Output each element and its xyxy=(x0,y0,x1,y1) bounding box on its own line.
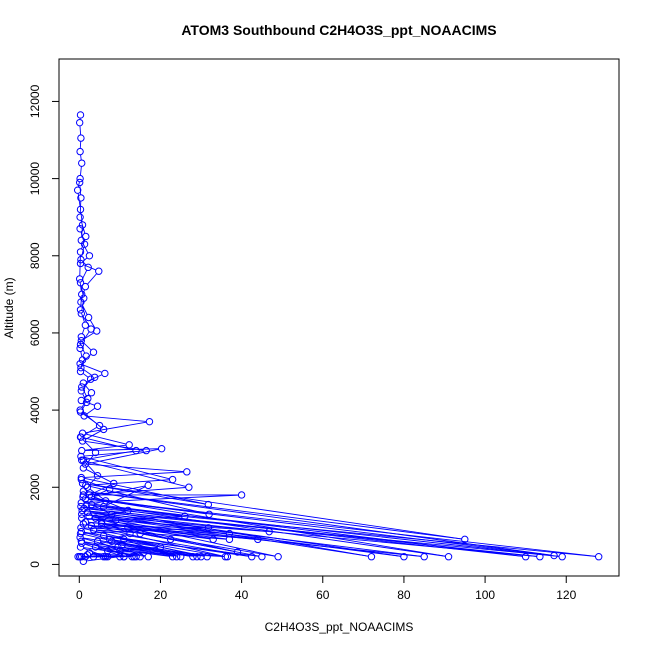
series-segment xyxy=(80,201,81,214)
y-tick-label: 12000 xyxy=(28,84,42,118)
y-tick-label: 10000 xyxy=(28,162,42,196)
x-tick-label: 80 xyxy=(397,588,411,602)
x-tick-label: 40 xyxy=(235,588,249,602)
x-tick-label: 20 xyxy=(154,588,168,602)
y-tick-label: 4000 xyxy=(28,396,42,423)
y-tick-label: 8000 xyxy=(28,242,42,269)
y-axis-label: Altitude (m) xyxy=(2,277,16,338)
x-axis-label: C2H4O3S_ppt_NOAACIMS xyxy=(265,620,414,634)
y-tick-label: 0 xyxy=(28,561,42,568)
x-tick-label: 60 xyxy=(316,588,330,602)
series-segment xyxy=(80,255,81,276)
x-tick-label: 0 xyxy=(76,588,83,602)
x-tick-label: 100 xyxy=(475,588,495,602)
y-tick-label: 2000 xyxy=(28,474,42,501)
series-segment xyxy=(80,340,81,345)
chart-title: ATOM3 Southbound C2H4O3S_ppt_NOAACIMS xyxy=(181,22,496,38)
x-tick-label: 120 xyxy=(556,588,576,602)
y-tick-label: 6000 xyxy=(28,319,42,346)
